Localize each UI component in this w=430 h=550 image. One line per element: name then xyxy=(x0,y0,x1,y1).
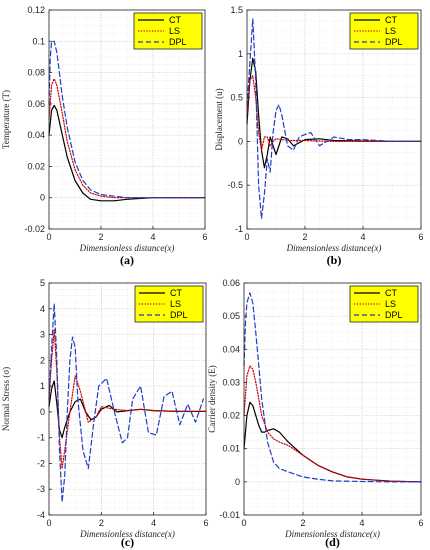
legend-label-ct: CT xyxy=(385,288,397,298)
x-tick-label: 4 xyxy=(360,232,365,242)
legend-label-ls: LS xyxy=(170,299,181,309)
y-tick-label: -2 xyxy=(37,458,45,468)
y-tick-label: 0.01 xyxy=(222,444,240,454)
y-tick-label: 0.05 xyxy=(222,311,240,321)
x-tick-label: 2 xyxy=(98,232,103,242)
y-tick-label: 0.04 xyxy=(222,344,240,354)
x-axis-label: Dimensionless distance(x) xyxy=(284,529,380,539)
legend-label-ls: LS xyxy=(169,26,180,36)
panel-4: 0 2 4 6-0.0100.010.020.030.040.050.06Dimens… xyxy=(207,278,424,549)
panel-1: 0 2 4 6-0.0200.020.040.060.080.10.12Dimensi… xyxy=(1,5,208,267)
x-tick-label: 0 xyxy=(46,232,51,242)
legend-box xyxy=(349,285,419,323)
x-tick-label: 6 xyxy=(418,232,423,242)
x-tick-label: 6 xyxy=(203,518,208,528)
panel-caption: (b) xyxy=(327,253,342,267)
y-tick-label: -1 xyxy=(235,224,243,234)
y-tick-label: 5 xyxy=(40,278,45,288)
panel-caption: (a) xyxy=(120,253,134,267)
x-axis-label: Dimensionless distance(x) xyxy=(79,529,175,539)
y-tick-label: 1 xyxy=(238,49,243,59)
y-tick-label: -0.01 xyxy=(219,510,240,520)
legend-label-dpl: DPL xyxy=(385,37,403,47)
y-tick-label: 2 xyxy=(40,355,45,365)
legend-label-dpl: DPL xyxy=(385,310,403,320)
y-tick-label: 0.02 xyxy=(27,161,45,171)
plot-frame xyxy=(48,282,207,516)
legend-label-ct: CT xyxy=(170,288,182,298)
panel-2: 0 2 4 6 -1 -0.5 0 0.5 1 1.5 Dimensionless distance… xyxy=(214,5,424,267)
y-tick-label: 3 xyxy=(40,330,45,340)
y-tick-label: 0 xyxy=(235,477,240,487)
y-tick-label: 0.04 xyxy=(27,130,45,140)
series-line-ls xyxy=(246,75,422,151)
y-tick-label: 0.5 xyxy=(230,93,243,103)
x-tick-label: 0 xyxy=(46,518,51,528)
x-tick-label: 4 xyxy=(151,518,156,528)
y-axis-label: Carrier density (E) xyxy=(207,365,217,432)
legend-box xyxy=(349,12,419,50)
legend-label-dpl: DPL xyxy=(170,310,188,320)
legend-label-ct: CT xyxy=(385,15,397,25)
y-axis-label: Normal Stress (σ) xyxy=(1,367,11,431)
plot-frame xyxy=(243,282,422,516)
legend-label-ls: LS xyxy=(385,26,396,36)
y-tick-label: -4 xyxy=(37,510,45,520)
y-tick-label: 0 xyxy=(238,136,243,146)
x-tick-label: 0 xyxy=(244,232,249,242)
series-line-dpl xyxy=(48,40,206,199)
y-tick-label: 0.1 xyxy=(32,36,45,46)
y-axis-label: Temperature (T) xyxy=(1,90,11,149)
legend-label-ls: LS xyxy=(385,299,396,309)
y-tick-label: 1.5 xyxy=(230,5,243,15)
x-tick-label: 2 xyxy=(99,518,104,528)
y-tick-label: 0.06 xyxy=(222,278,240,288)
y-tick-label: 0 xyxy=(40,407,45,417)
plot-frame xyxy=(246,9,422,230)
x-tick-label: 6 xyxy=(202,232,207,242)
y-tick-label: -0.02 xyxy=(24,224,45,234)
x-tick-label: 0 xyxy=(241,518,246,528)
y-tick-label: -3 xyxy=(37,484,45,494)
series-line-ct xyxy=(243,401,422,483)
y-tick-label: 0.06 xyxy=(27,99,45,109)
y-tick-label: 1 xyxy=(40,381,45,391)
legend-box xyxy=(133,12,203,50)
legend-label-ct: CT xyxy=(169,15,181,25)
y-axis-label: Displacement (u) xyxy=(214,88,224,150)
y-tick-label: 0.12 xyxy=(27,5,45,15)
panel-caption: (c) xyxy=(121,535,134,549)
plot-frame xyxy=(48,9,206,230)
x-tick-label: 2 xyxy=(300,518,305,528)
y-tick-label: -1 xyxy=(37,433,45,443)
legend-label-dpl: DPL xyxy=(169,37,187,47)
series-line-dpl xyxy=(246,18,422,220)
y-tick-label: 0.08 xyxy=(27,68,45,78)
y-tick-label: 0.02 xyxy=(222,411,240,421)
y-tick-label: 4 xyxy=(40,304,45,314)
series-line-ls xyxy=(48,78,206,199)
series-line-ls xyxy=(243,365,422,483)
legend-box xyxy=(134,285,204,323)
x-axis-label: Dimensionless distance(x) xyxy=(286,243,382,253)
y-tick-label: 0 xyxy=(40,193,45,203)
x-tick-label: 4 xyxy=(150,232,155,242)
panel-3: 0 2 4 6 -4 -3 -2 -1 0 1 2 3 4 5 Dimensionless distance… xyxy=(1,278,209,549)
y-tick-label: -0.5 xyxy=(227,180,243,190)
x-tick-label: 6 xyxy=(418,518,423,528)
panel-caption: (d) xyxy=(325,535,340,549)
y-tick-label: 0.03 xyxy=(222,377,240,387)
x-tick-label: 4 xyxy=(359,518,364,528)
series-line-dpl xyxy=(243,292,422,483)
x-tick-label: 2 xyxy=(302,232,307,242)
x-axis-label: Dimensionless distance(x) xyxy=(79,243,175,253)
series-line-dpl xyxy=(48,303,204,503)
